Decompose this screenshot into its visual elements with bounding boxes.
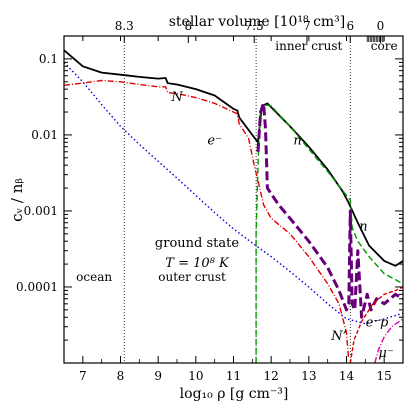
y-tick-label: 0.0001 <box>16 280 58 294</box>
region-label: outer crust <box>158 270 226 284</box>
series-label: N <box>170 90 183 105</box>
series-line-p <box>349 286 403 363</box>
series-label: μ⁻ <box>378 346 393 361</box>
top-axis-label: stellar volume [10¹⁸ cm³] <box>169 14 346 30</box>
plot-area <box>63 35 404 364</box>
y-tick-label: 0.01 <box>31 128 58 142</box>
x-ticks: 7 8 9 10 11 12 13 14 15 <box>63 36 404 383</box>
region-label: ocean <box>76 270 112 284</box>
series-line-electrons <box>64 61 403 325</box>
series-group <box>64 49 403 363</box>
plot-frame <box>63 35 404 364</box>
x-axis-label: log₁₀ ρ [g cm⁻³] <box>180 386 289 402</box>
x-tick-label: 9 <box>154 369 162 383</box>
x-tick-label: 15 <box>377 369 392 383</box>
top-tick-label: 0 <box>377 19 385 33</box>
boundaries <box>123 36 351 363</box>
y-ticks: 0.1 0.01 0.001 0.0001 <box>16 35 403 364</box>
series-line-n <box>255 104 403 363</box>
x-tick-label: 8 <box>117 369 125 383</box>
y-tick-label: 0.001 <box>24 204 58 218</box>
top-tick-label: 6 <box>346 19 354 33</box>
series-line-total <box>64 49 403 267</box>
annotation-line1: ground state <box>155 236 239 251</box>
x-tick-label: 10 <box>188 369 203 383</box>
top-tick-label: 7 <box>303 19 311 33</box>
top-ticks: 8.3 8 7.5 7 6 0 <box>115 19 385 43</box>
series-label: e⁻ <box>366 316 381 331</box>
x-tick-label: 13 <box>301 369 316 383</box>
series-label: n <box>293 133 301 148</box>
series-labels: Ne⁻ nnN’pe⁻μ⁻ <box>170 90 393 361</box>
series-line-N <box>64 79 350 358</box>
series-label: e⁻ <box>207 133 222 148</box>
region-labels: ocean outer crust inner crust core <box>76 39 397 284</box>
x-tick-label: 12 <box>264 369 279 383</box>
region-label: inner crust <box>275 39 342 53</box>
series-line-unlabeled-purple <box>256 101 403 319</box>
y-tick-label: 0.1 <box>39 52 58 66</box>
annotation-line2: T = 10⁸ K <box>165 256 230 271</box>
series-label: n <box>359 220 367 235</box>
top-tick-label: 8.3 <box>115 19 134 33</box>
series-label: N’ <box>330 329 347 344</box>
series-line-mu <box>374 318 403 363</box>
x-tick-label: 7 <box>79 369 87 383</box>
region-label: core <box>371 39 398 53</box>
top-tick-label: 8 <box>184 19 192 33</box>
top-tick-label: 7.5 <box>245 19 264 33</box>
x-tick-label: 11 <box>226 369 241 383</box>
x-tick-label: 14 <box>339 369 355 383</box>
series-label: p <box>380 316 389 331</box>
y-axis-label: cᵥ / nᵦ <box>8 178 26 222</box>
